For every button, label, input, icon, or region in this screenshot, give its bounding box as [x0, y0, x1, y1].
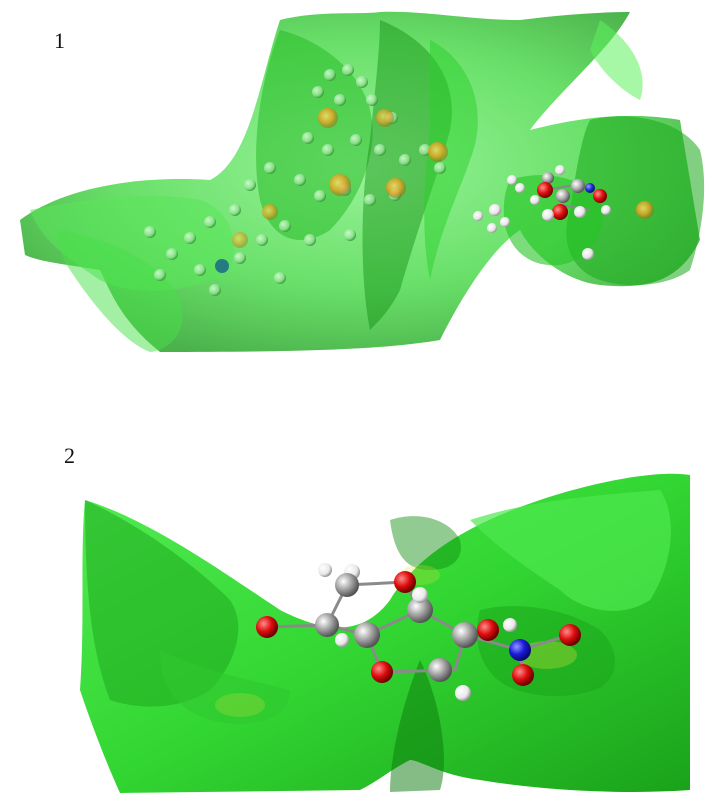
panel-label-2: 2 [64, 443, 75, 468]
panel-label-1: 1 [54, 28, 65, 53]
molecule-surface-figure-1 [0, 0, 712, 360]
molecule-surface-figure-2 [60, 460, 712, 803]
molecule-surface-large-icon [20, 11, 705, 353]
molecule-surface-small-icon [80, 473, 690, 793]
